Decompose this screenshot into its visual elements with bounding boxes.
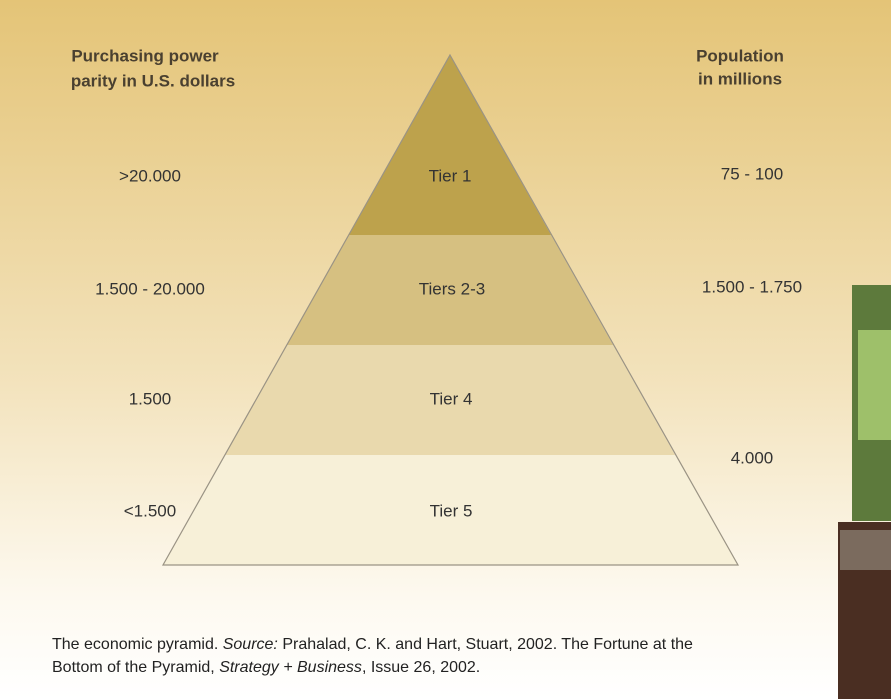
population-label: 4.000 (731, 448, 774, 467)
photo-fragment (840, 530, 891, 570)
right-header: Population (696, 46, 784, 65)
photo-fragment (858, 330, 891, 440)
page: {"header": {"left": ["Purchasing power",… (0, 0, 891, 699)
ppp-label: 1.500 - 20.000 (95, 279, 205, 298)
ppp-label: >20.000 (119, 166, 181, 185)
left-header: Purchasing power (71, 46, 219, 65)
caption-text: Bottom of the Pyramid, (52, 659, 219, 676)
caption: The economic pyramid. Source: Prahalad, … (52, 636, 693, 653)
caption-text: Strategy + Business (219, 659, 362, 676)
tier-label: Tiers 2-3 (419, 279, 485, 298)
diagram: Purchasing power parity in U.S. dollars … (0, 0, 891, 699)
caption-text: The economic pyramid. (52, 636, 223, 653)
caption-text: , Issue 26, 2002. (362, 659, 480, 676)
caption-text: Source: (223, 636, 278, 653)
population-label: 75 - 100 (721, 164, 783, 183)
tier-label: Tier 4 (430, 389, 473, 408)
caption-text: Prahalad, C. K. and Hart, Stuart, 2002. … (278, 636, 693, 653)
right-header: in millions (698, 69, 782, 88)
ppp-label: 1.500 (129, 389, 172, 408)
caption: Bottom of the Pyramid, Strategy + Busine… (52, 659, 480, 676)
tier-label: Tier 5 (430, 501, 473, 520)
population-label: 1.500 - 1.750 (702, 277, 802, 296)
tier-label: Tier 1 (429, 166, 472, 185)
left-header: parity in U.S. dollars (71, 71, 235, 90)
ppp-label: <1.500 (124, 501, 176, 520)
